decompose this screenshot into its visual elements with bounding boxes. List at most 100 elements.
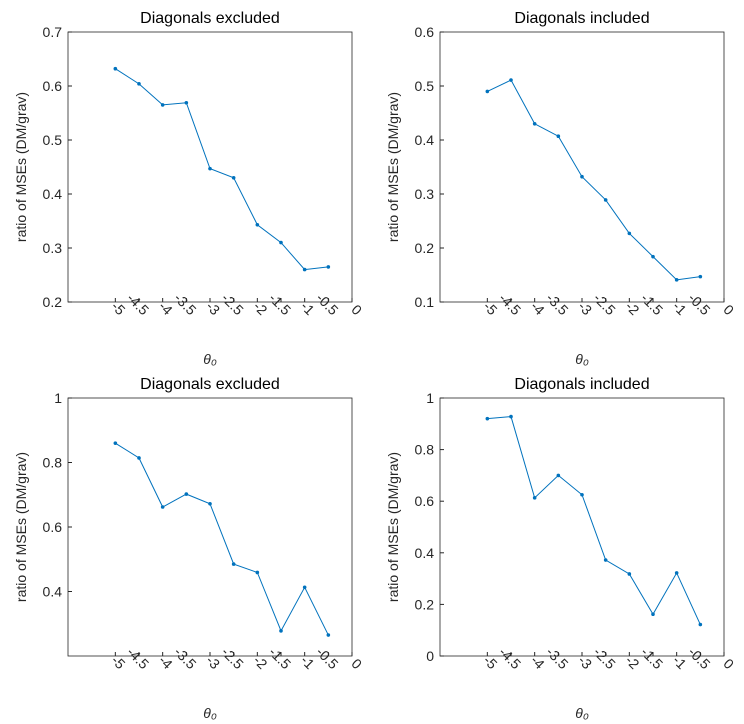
x-tick-label: 0	[720, 301, 737, 318]
data-point	[651, 254, 655, 259]
y-tick-label: 1	[54, 390, 62, 406]
data-point	[231, 176, 236, 180]
x-tick-label: -0.5	[685, 644, 714, 673]
data-point	[208, 501, 212, 506]
chart-title: Diagonals included	[514, 10, 649, 27]
x-tick-label: -4.5	[496, 290, 525, 319]
data-point	[184, 492, 189, 496]
data-point	[532, 496, 537, 500]
y-axis-label: ratio of MSEs (DM/grav)	[385, 452, 401, 602]
x-tick-label: -4.5	[124, 644, 153, 673]
x-tick-label: -4.5	[496, 644, 525, 673]
data-point	[485, 416, 490, 421]
data-point	[255, 222, 260, 227]
data-point	[603, 558, 608, 562]
data-point	[302, 585, 307, 590]
data-point	[113, 66, 118, 71]
x-tick-label: -1.5	[266, 290, 295, 319]
chart-title: Diagonals excluded	[140, 376, 280, 393]
y-tick-label: 0.2	[43, 294, 63, 310]
y-tick-label: 0.8	[415, 442, 435, 458]
data-point	[160, 505, 165, 509]
x-tick-label: -0.5	[313, 644, 342, 673]
y-tick-label: 0.2	[415, 596, 435, 612]
chart-title: Diagonals excluded	[140, 10, 280, 27]
x-tick-label: -0.5	[313, 290, 342, 319]
x-tick-label: -3.5	[543, 290, 572, 319]
x-axis-label: θ₀	[203, 705, 217, 721]
x-tick-label: -3.5	[171, 644, 200, 673]
data-point	[485, 89, 490, 94]
data-point	[509, 414, 513, 419]
x-tick-label: 0	[348, 301, 365, 318]
data-line	[487, 416, 701, 625]
x-axis-label: θ₀	[575, 351, 589, 367]
data-point	[231, 562, 236, 566]
data-point	[113, 441, 118, 445]
data-point	[603, 198, 608, 202]
data-point	[532, 122, 537, 126]
chart-title: Diagonals included	[514, 376, 649, 393]
axes-box	[439, 397, 725, 657]
data-point	[698, 274, 703, 279]
data-point	[674, 571, 679, 575]
y-tick-label: 0.3	[415, 186, 435, 202]
data-point	[556, 473, 561, 478]
data-point	[279, 629, 283, 633]
x-axis-label: θ₀	[575, 705, 589, 721]
data-point	[674, 278, 679, 282]
data-point	[627, 231, 632, 236]
data-point	[279, 240, 283, 245]
x-tick-label: -1.5	[266, 644, 295, 673]
y-axis-label: ratio of MSEs (DM/grav)	[13, 92, 29, 242]
x-tick-label: 0	[720, 655, 737, 672]
data-line	[115, 68, 329, 271]
data-point	[509, 78, 513, 82]
y-tick-label: 0.6	[415, 493, 435, 509]
y-tick-label: 0.3	[43, 240, 63, 256]
x-tick-label: -2.5	[218, 290, 247, 319]
data-point	[137, 82, 141, 86]
data-point	[698, 622, 703, 627]
x-axis-label: θ₀	[203, 351, 217, 367]
x-tick-label: -3.5	[171, 290, 200, 319]
y-tick-label: 0.5	[415, 78, 435, 94]
axes-box	[439, 31, 725, 303]
x-tick-label: -4.5	[124, 290, 153, 319]
data-point	[326, 265, 331, 269]
y-tick-label: 0.6	[415, 24, 435, 40]
data-point	[255, 570, 260, 575]
y-tick-label: 0.2	[415, 240, 435, 256]
data-point	[627, 572, 632, 576]
y-tick-label: 0.4	[43, 186, 63, 202]
x-tick-label: -2.5	[590, 290, 619, 319]
y-tick-label: 0.7	[43, 24, 63, 40]
x-tick-label: -3.5	[543, 644, 572, 673]
y-tick-label: 0	[426, 648, 434, 664]
data-point	[184, 100, 189, 105]
data-point	[556, 134, 561, 139]
data-point	[208, 166, 212, 171]
data-point	[160, 103, 165, 107]
x-tick-label: 0	[348, 655, 365, 672]
axes-box	[67, 397, 353, 657]
data-point	[326, 633, 331, 637]
x-tick-label: -0.5	[685, 290, 714, 319]
data-point	[137, 456, 141, 460]
y-tick-label: 0.5	[43, 132, 63, 148]
y-tick-label: 0.8	[43, 455, 63, 471]
data-point	[302, 267, 307, 272]
data-point	[580, 492, 584, 497]
y-axis-label: ratio of MSEs (DM/grav)	[385, 92, 401, 242]
x-tick-label: -2.5	[218, 644, 247, 673]
y-tick-label: 0.4	[415, 545, 435, 561]
x-tick-label: -2.5	[590, 644, 619, 673]
data-point	[651, 612, 655, 617]
data-line	[487, 79, 701, 281]
x-tick-label: -1.5	[638, 644, 667, 673]
x-tick-label: -1.5	[638, 290, 667, 319]
data-line	[115, 442, 329, 636]
data-point	[580, 174, 584, 179]
y-tick-label: 1	[426, 390, 434, 406]
